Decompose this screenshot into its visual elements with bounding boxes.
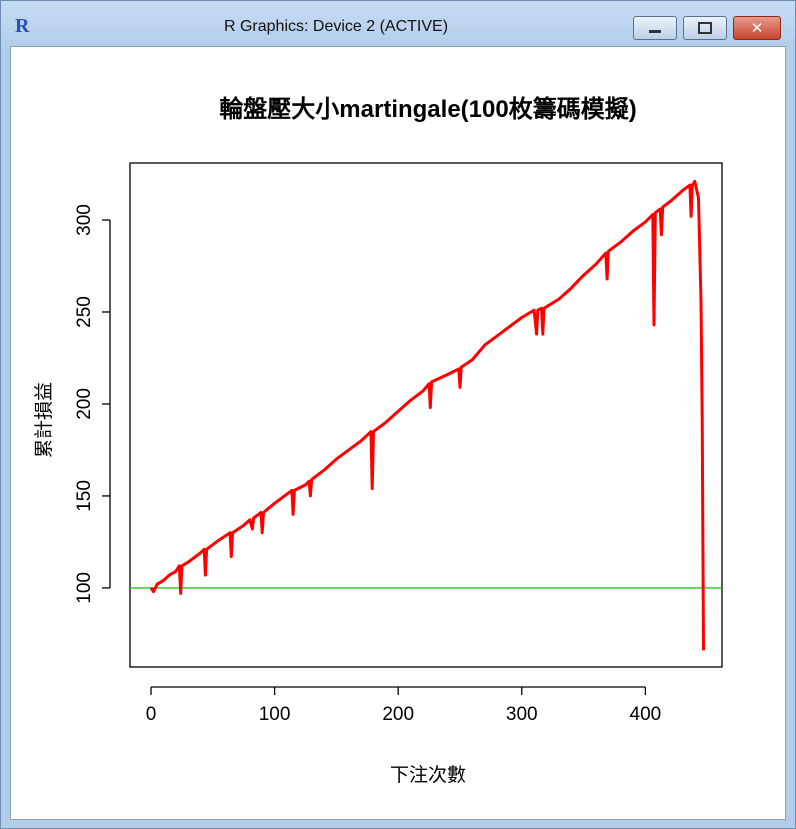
x-tick-label: 200 — [382, 704, 414, 725]
x-tick-label: 0 — [146, 704, 157, 725]
plot-box — [129, 162, 723, 668]
data-line — [149, 179, 705, 651]
minimize-button[interactable] — [633, 16, 677, 40]
y-tick-label: 200 — [74, 388, 95, 420]
y-axis-label: 累計損益 — [33, 382, 55, 458]
y-tick-label: 300 — [74, 204, 95, 236]
chart-title: 輪盤壓大小martingale(100枚籌碼模擬) — [219, 95, 636, 123]
close-button[interactable]: ✕ — [733, 16, 781, 40]
x-axis-label: 下注次數 — [390, 764, 466, 786]
y-tick-label: 100 — [74, 572, 95, 604]
app-icon: R — [15, 15, 30, 37]
maximize-button[interactable] — [683, 16, 727, 40]
y-tick-label: 250 — [74, 296, 95, 328]
x-tick-label: 300 — [506, 704, 538, 725]
title-bar: R R Graphics: Device 2 (ACTIVE) ✕ — [1, 1, 795, 45]
y-tick-label: 150 — [74, 480, 95, 512]
x-tick-label: 400 — [630, 704, 662, 725]
x-tick-label: 100 — [259, 704, 291, 725]
window-title: R Graphics: Device 2 (ACTIVE) — [223, 18, 449, 35]
